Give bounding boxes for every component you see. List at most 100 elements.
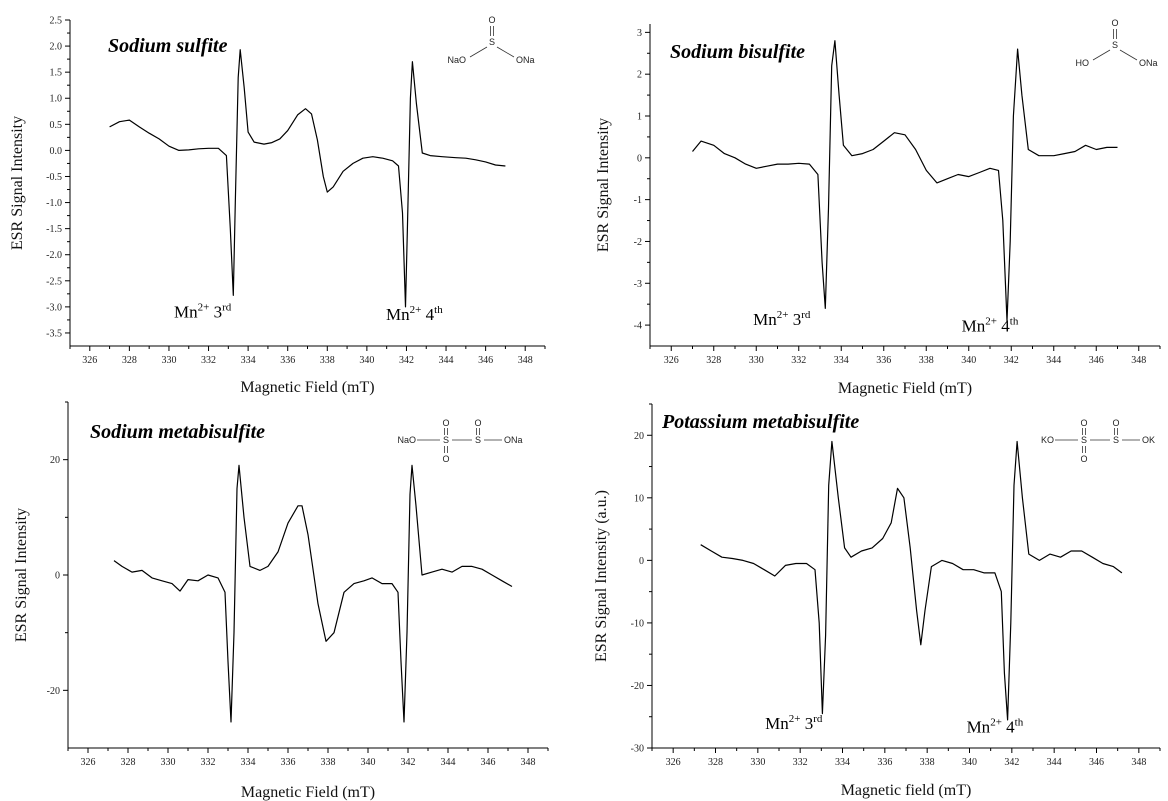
y-axis-label: ESR Signal Intensity [13,508,30,642]
y-axis-label: ESR Signal Intensity [9,116,26,250]
structure-atom-label: OK [1142,435,1155,445]
x-tick-label: 326 [666,757,681,768]
y-tick-label: 0 [55,571,60,582]
structure-atom-label: HO [1076,58,1090,68]
structure-atom-label: S [1081,435,1087,445]
x-tick-label: 338 [320,355,335,366]
panel-title: Sodium sulfite [108,35,228,57]
y-tick-label: 10 [634,493,644,504]
x-axis-label: Magnetic field (mT) [841,782,972,799]
y-axis-label: ESR Signal Intensity [595,118,612,252]
x-tick-label: 342 [1004,355,1019,366]
y-tick-label: 0.0 [50,146,63,157]
y-tick-label: -3.5 [46,328,62,339]
chart-panel-2: 326 328 330 332 334 336 338 340 342 344 346 348 -4 -3… [595,18,1160,397]
x-tick-label: 328 [122,355,137,366]
x-tick-label: 326 [82,355,97,366]
x-tick-label: 340 [961,355,976,366]
x-tick-label: 342 [399,355,414,366]
y-tick-label: -20 [631,681,644,692]
x-tick-label: 344 [1046,355,1061,366]
y-tick-label: 1 [637,112,642,123]
x-tick-label: 330 [750,757,765,768]
peak-annotation: Mn2+ 3rd [753,309,811,329]
structure-atom-label: ONa [1139,58,1158,68]
x-tick-label: 334 [834,355,849,366]
structure-atom-label: O [442,418,449,428]
structure-atom-label: O [1080,454,1087,464]
y-tick-label: 0 [637,153,642,164]
x-tick-label: 326 [664,355,679,366]
x-tick-label: 334 [835,757,850,768]
x-tick-label: 330 [161,757,176,768]
structure-atom-label: S [443,435,449,445]
structure-atom-label: S [489,37,495,47]
x-tick-label: 340 [361,757,376,768]
structure-atom-label: S [1112,40,1118,50]
peak-annotation: Mn2+ 4th [967,716,1024,736]
y-tick-label: -20 [47,686,60,697]
y-tick-label: -0.5 [46,172,62,183]
x-tick-label: 336 [280,355,295,366]
structure-atom-label: O [488,15,495,25]
x-tick-label: 338 [919,355,934,366]
x-tick-label: 334 [241,757,256,768]
x-axis-label: Magnetic Field (mT) [241,784,375,801]
y-tick-label: 1.0 [50,94,63,105]
series-line [110,50,506,307]
x-tick-label: 346 [1089,757,1104,768]
panel-title: Sodium metabisulfite [90,421,265,443]
x-tick-label: 332 [201,757,216,768]
x-tick-label: 342 [1004,757,1019,768]
x-tick-label: 346 [1089,355,1104,366]
structure-atom-label: O [474,418,481,428]
x-tick-label: 328 [708,757,723,768]
y-tick-label: -3 [634,279,642,290]
structure-atom-label: O [442,454,449,464]
x-axis-label: Magnetic Field (mT) [240,379,374,396]
x-tick-label: 344 [439,355,454,366]
structure-bond [1093,50,1110,60]
x-tick-label: 340 [359,355,374,366]
y-tick-label: -30 [631,744,644,755]
x-tick-label: 340 [962,757,977,768]
y-tick-label: 20 [634,431,644,442]
x-tick-label: 336 [281,757,296,768]
x-tick-label: 332 [791,355,806,366]
peak-annotation: Mn2+ 4th [386,304,443,324]
x-tick-label: 328 [706,355,721,366]
y-tick-label: -2.0 [46,250,62,261]
structure-bond [470,47,487,57]
y-axis-label: ESR Signal Intensity (a.u.) [593,490,610,662]
x-tick-label: 332 [201,355,216,366]
structure-atom-label: NaO [397,435,416,445]
structure-atom-label: NaO [447,55,466,65]
y-tick-label: 2.0 [50,42,63,53]
x-tick-label: 338 [920,757,935,768]
x-tick-label: 330 [161,355,176,366]
x-tick-label: 344 [441,757,456,768]
x-tick-label: 328 [121,757,136,768]
structure-atom-label: S [475,435,481,445]
y-tick-label: -1.5 [46,224,62,235]
x-tick-label: 336 [876,355,891,366]
series-line [114,465,512,722]
series-line [701,442,1122,720]
y-tick-label: 3 [637,28,642,39]
x-tick-label: 348 [1131,355,1146,366]
structure-atom-label: S [1113,435,1119,445]
x-tick-label: 334 [241,355,256,366]
y-tick-label: 20 [50,455,60,466]
x-tick-label: 344 [1047,757,1062,768]
x-tick-label: 348 [521,757,536,768]
chemical-structure: O S NaO ONa [447,15,534,65]
x-tick-label: 336 [877,757,892,768]
y-tick-label: 0 [639,556,644,567]
structure-atom-label: O [1112,418,1119,428]
x-tick-label: 342 [401,757,416,768]
structure-bond [1120,50,1137,60]
x-tick-label: 346 [478,355,493,366]
x-tick-label: 332 [793,757,808,768]
x-tick-label: 330 [749,355,764,366]
